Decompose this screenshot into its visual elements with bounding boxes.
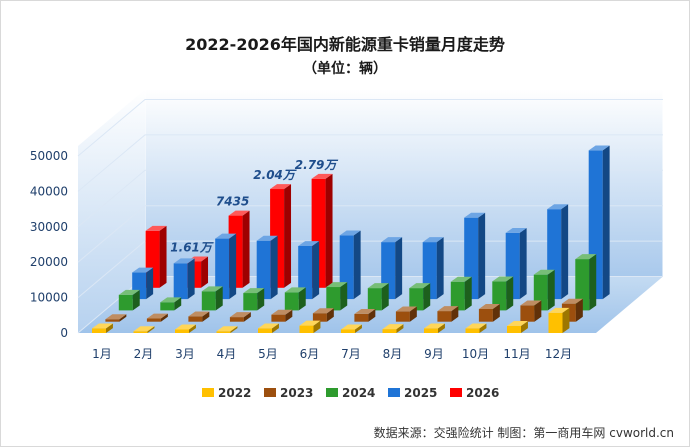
bar-2024-4月 (243, 288, 265, 311)
gridline (77, 240, 663, 298)
gridlines (77, 99, 663, 334)
bar-2024-7月 (367, 283, 389, 311)
bar-2022-2月 (133, 326, 155, 333)
y-tick-label: 0 (60, 326, 68, 340)
bar-2024-9月 (450, 276, 472, 311)
x-tick-label: 12月 (545, 347, 572, 361)
x-tick-label: 10月 (462, 347, 489, 361)
bar-2023-4月 (229, 312, 251, 322)
bar-2023-11月 (520, 300, 542, 322)
legend-label: 2022 (218, 386, 251, 400)
x-tick-label: 6月 (300, 347, 320, 361)
legend-swatch (326, 388, 338, 397)
legend-swatch (388, 388, 400, 397)
axis-labels: 0 10000 20000 30000 40000 50000 1月 2月 3月 4月 5月 6月 7月… (30, 149, 572, 361)
legend-label: 2026 (466, 386, 499, 400)
bar-2023-5月 (271, 309, 293, 322)
bar-2022-4月 (216, 326, 238, 333)
legend-label: 2025 (404, 386, 437, 400)
data-label: 2.04万 (253, 168, 297, 182)
bar-2024-8月 (409, 283, 431, 311)
y-tick-label: 50000 (30, 149, 68, 163)
side-wall (78, 89, 145, 333)
bar-2023-9月 (437, 306, 459, 322)
legend-label: 2024 (342, 386, 375, 400)
chart-title: 2022-2026年国内新能源重卡销量月度走势 (185, 35, 505, 54)
x-tick-label: 5月 (258, 347, 278, 361)
chart-subtitle: （单位：辆） (303, 60, 387, 77)
gridline (77, 205, 663, 263)
legend: 2022 2023 2024 2025 2026 (202, 386, 499, 400)
bar-2025-3月 (215, 233, 237, 300)
y-tick-label: 30000 (30, 220, 68, 234)
bar-2022-5月 (258, 323, 279, 333)
bar-2023-8月 (395, 306, 417, 322)
bar-2022-6月 (299, 320, 321, 333)
legend-swatch (450, 388, 462, 397)
data-label: 7435 (216, 195, 249, 209)
bar-2024-2月 (160, 297, 182, 311)
x-tick-label: 4月 (217, 347, 237, 361)
bar-2023-2月 (146, 313, 168, 322)
x-tick-label: 8月 (383, 347, 403, 361)
bar-2025-2月 (173, 258, 195, 300)
legend-swatch (202, 388, 214, 397)
bar-2024-11月 (533, 269, 555, 311)
x-tick-label: 11月 (503, 347, 530, 361)
x-tick-label: 3月 (175, 347, 195, 361)
bar-2022-7月 (341, 324, 362, 333)
source-note: 数据来源：交强险统计 制图：第一商用车网 cvworld.cn (374, 425, 674, 440)
gridline (77, 99, 663, 157)
bar-2023-3月 (188, 311, 210, 322)
x-tick-label: 7月 (341, 347, 361, 361)
y-tick-label: 10000 (30, 291, 68, 305)
legend-swatch (264, 388, 276, 397)
bar-2024-10月 (492, 276, 514, 311)
bar-2022-11月 (507, 320, 528, 333)
bar-2022-8月 (382, 324, 404, 333)
bar-2023-7月 (354, 308, 376, 322)
x-tick-label: 9月 (424, 347, 444, 361)
bar-2024-1月 (118, 289, 140, 311)
bar-2024-12月 (575, 254, 597, 311)
bar-2022-1月 (92, 323, 113, 333)
bar-2023-1月 (105, 314, 127, 322)
bar-2024-3月 (201, 286, 223, 311)
y-tick-label: 20000 (30, 255, 68, 269)
y-tick-label: 40000 (30, 184, 68, 198)
bar-2025-4月 (256, 235, 278, 300)
bar-2022-10月 (465, 323, 487, 333)
x-tick-label: 2月 (134, 347, 154, 361)
bar-2023-6月 (312, 308, 334, 322)
bar-2023-10月 (478, 304, 500, 322)
bar-2024-6月 (326, 282, 348, 311)
bar-2026-5月 (311, 173, 333, 288)
bar-2025-5月 (298, 241, 320, 300)
bar-2022-3月 (175, 324, 196, 333)
bar-2022-12月 (548, 307, 570, 333)
x-tick-label: 1月 (92, 347, 112, 361)
bar-2022-9月 (424, 323, 445, 333)
data-label: 2.79万 (295, 158, 339, 172)
data-label: 1.61万 (170, 240, 214, 254)
gridline (77, 134, 663, 192)
legend-label: 2023 (280, 386, 313, 400)
bar-2024-5月 (284, 287, 306, 311)
gridline (77, 169, 663, 228)
